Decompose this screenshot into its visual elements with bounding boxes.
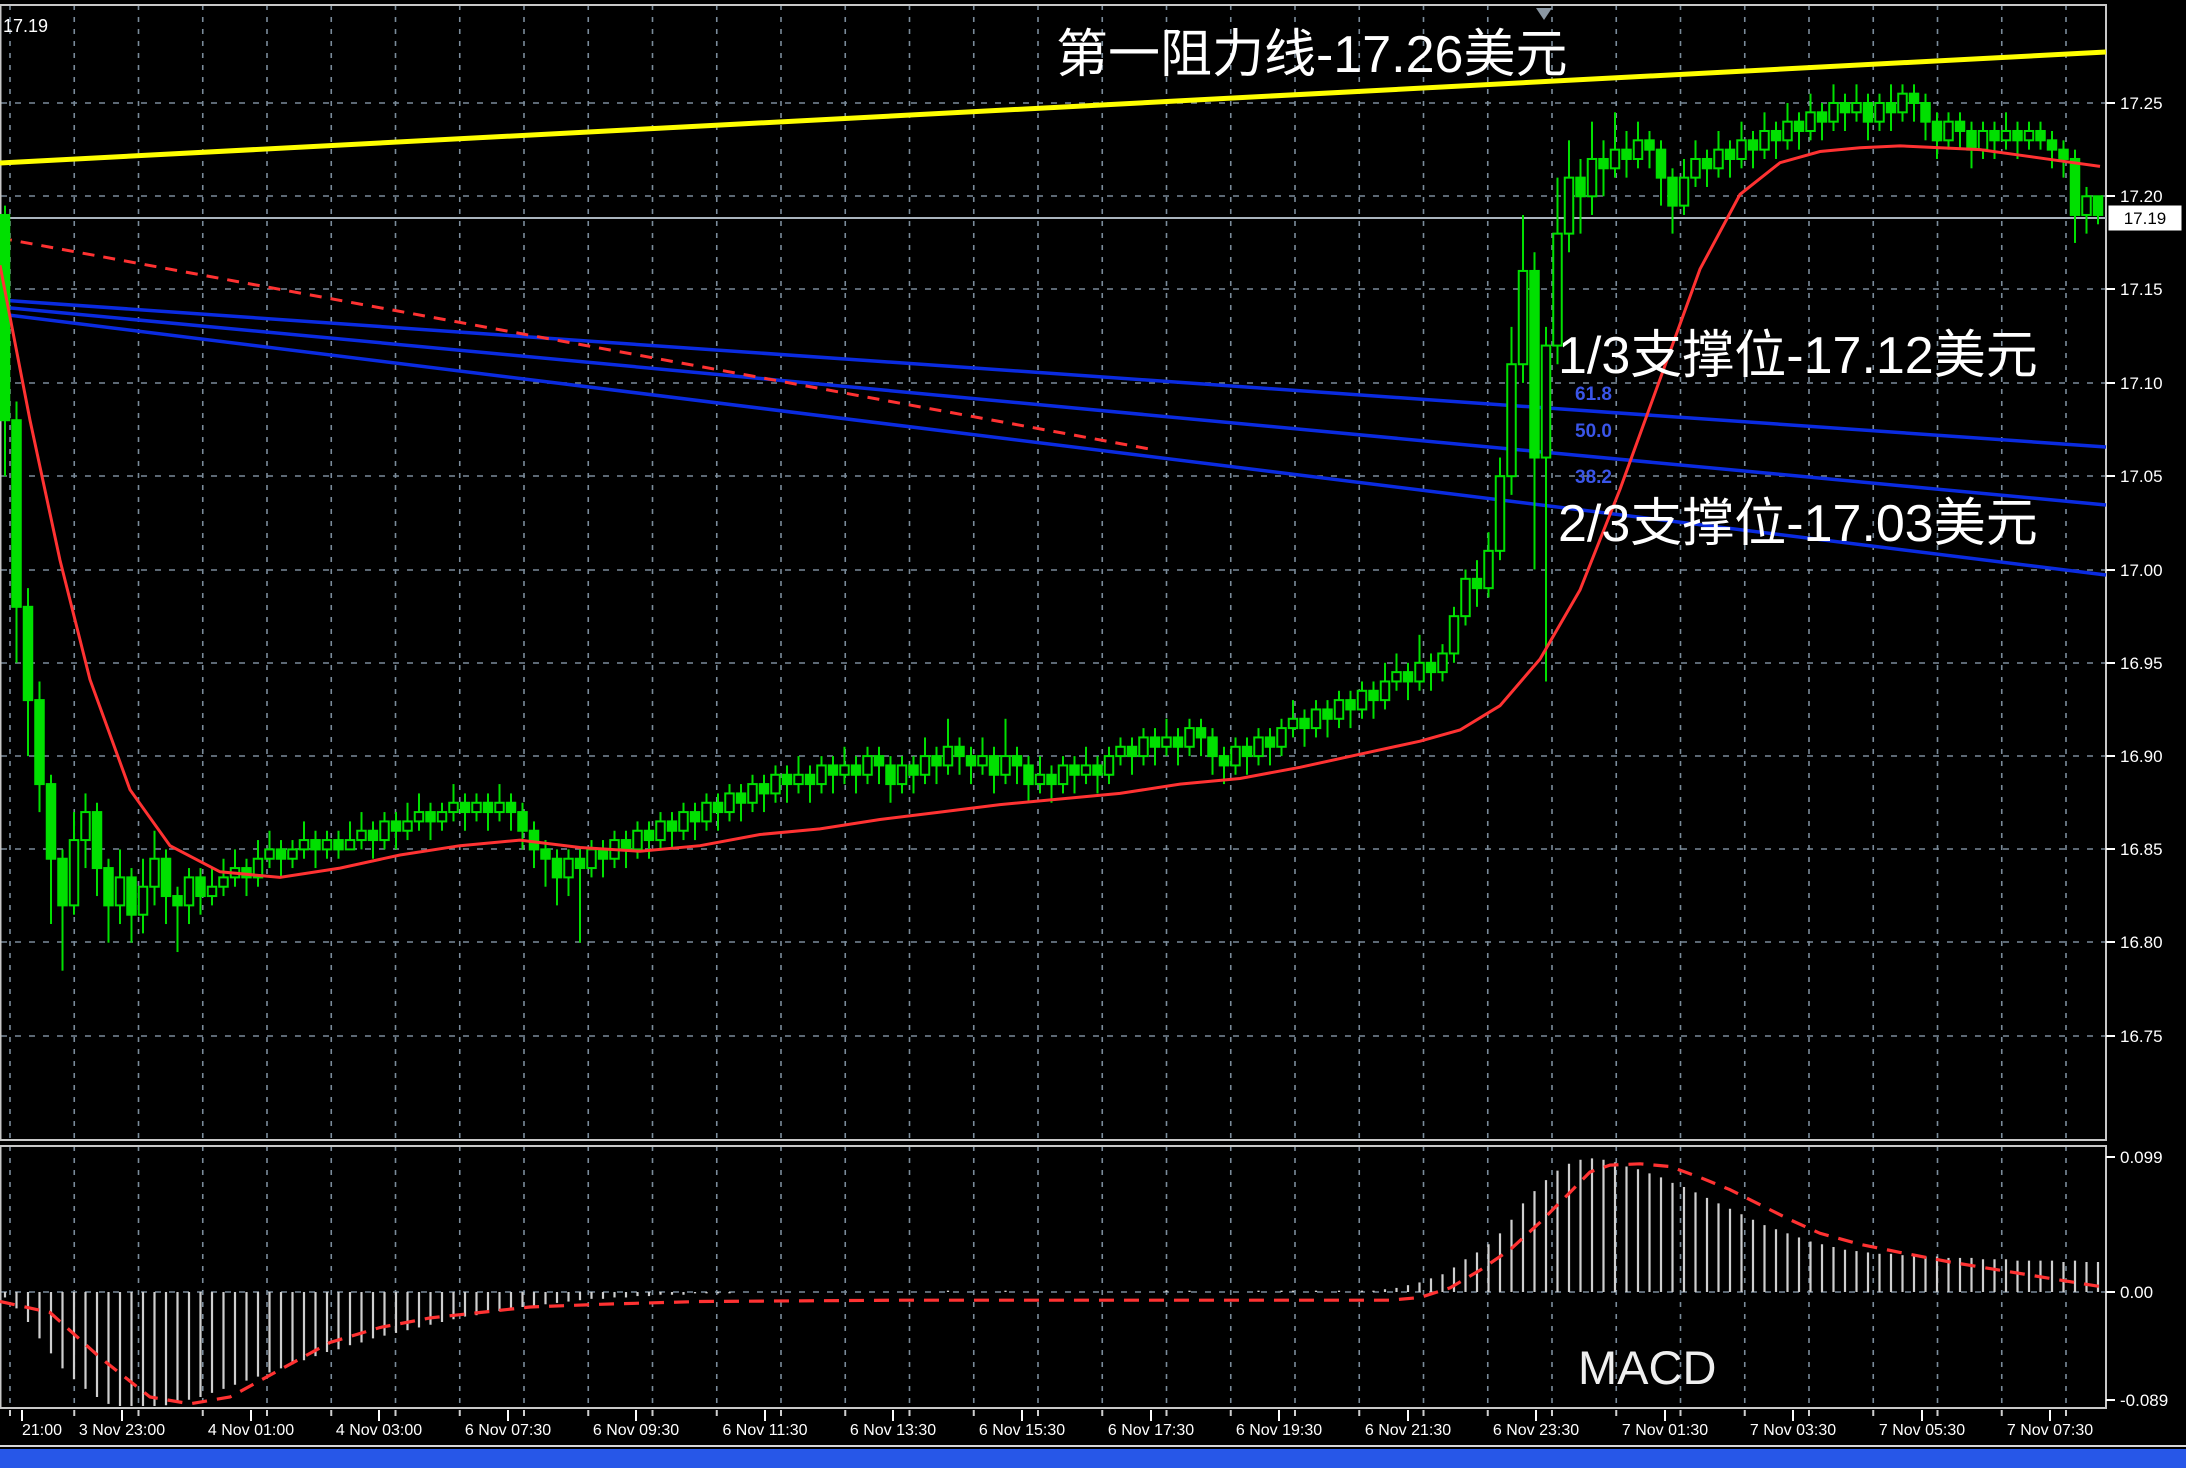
price-axis-label: 16.85	[2120, 840, 2163, 859]
price-axis-label: 17.05	[2120, 467, 2163, 486]
macd-axis-label: 0.00	[2120, 1283, 2153, 1302]
time-axis-label: 7 Nov 05:30	[1879, 1422, 1965, 1439]
price-axis-label: 17.15	[2120, 280, 2163, 299]
price-axis-label: 16.80	[2120, 933, 2163, 952]
time-axis-label: 6 Nov 15:30	[979, 1422, 1065, 1439]
price-axis-label: 16.90	[2120, 747, 2163, 766]
time-axis-label: 7 Nov 03:30	[1750, 1422, 1836, 1439]
macd-axis-label: 0.099	[2120, 1148, 2163, 1167]
macd-indicator-pane	[0, 1158, 2101, 1406]
price-axis-label: 17.00	[2120, 561, 2163, 580]
current-price-tag-value: 17.19	[2124, 209, 2167, 228]
time-axis-label: 6 Nov 07:30	[465, 1422, 551, 1439]
time-axis-label: 3 Nov 23:00	[79, 1422, 165, 1439]
time-axis-label: 7 Nov 07:30	[2007, 1422, 2093, 1439]
price-axis-label: 16.75	[2120, 1027, 2163, 1046]
time-axis-label: 7 Nov 01:30	[1622, 1422, 1708, 1439]
support2-annotation: 2/3支撑位-17.03美元	[1558, 495, 2038, 553]
fibonacci-level-label: 38.2	[1575, 467, 1612, 488]
time-axis-label: 6 Nov 21:30	[1365, 1422, 1451, 1439]
time-axis-label: 21:00	[22, 1422, 62, 1439]
candlestick-series	[0, 84, 2104, 971]
time-axis-label: 4 Nov 01:00	[208, 1422, 294, 1439]
time-axis-label: 6 Nov 19:30	[1236, 1422, 1322, 1439]
price-axis-label: 17.20	[2120, 187, 2163, 206]
support1-annotation: 1/3支撑位-17.12美元	[1558, 327, 2038, 385]
time-axis-label: 6 Nov 09:30	[593, 1422, 679, 1439]
time-axis-label: 4 Nov 03:00	[336, 1422, 422, 1439]
price-axis-label: 17.25	[2120, 94, 2163, 113]
fibonacci-level-label: 61.8	[1575, 384, 1612, 405]
time-axis-label: 6 Nov 11:30	[722, 1422, 807, 1439]
current-price-tag: 17.19	[2107, 204, 2183, 232]
axis-labels-layer: 17.25 17.20 17.15 17.10 17.05 17.00 16.95 16.90…	[9, 94, 2168, 1439]
fibonacci-level-label: 50.0	[1575, 421, 1612, 442]
macd-title-label: MACD	[1578, 1341, 1716, 1394]
price-axis-label: 17.10	[2120, 374, 2163, 393]
grid-layer	[1, 5, 2106, 1408]
overlay-lines-layer	[0, 49, 2107, 577]
corner-price-label: 17.19	[3, 16, 48, 36]
pane-frames	[0, 4, 2186, 1447]
price-axis-label: 16.95	[2120, 654, 2163, 673]
time-axis-label: 6 Nov 17:30	[1108, 1422, 1194, 1439]
time-axis-label: 6 Nov 13:30	[850, 1422, 936, 1439]
bottom-strip	[0, 1449, 2186, 1468]
moving-average-line	[0, 144, 2101, 879]
chart-shift-marker-icon[interactable]	[1536, 8, 1552, 20]
time-axis-label: 6 Nov 23:30	[1493, 1422, 1579, 1439]
resistance-annotation: 第一阻力线-17.26美元	[1056, 26, 1567, 84]
macd-axis-label: -0.089	[2120, 1391, 2168, 1410]
